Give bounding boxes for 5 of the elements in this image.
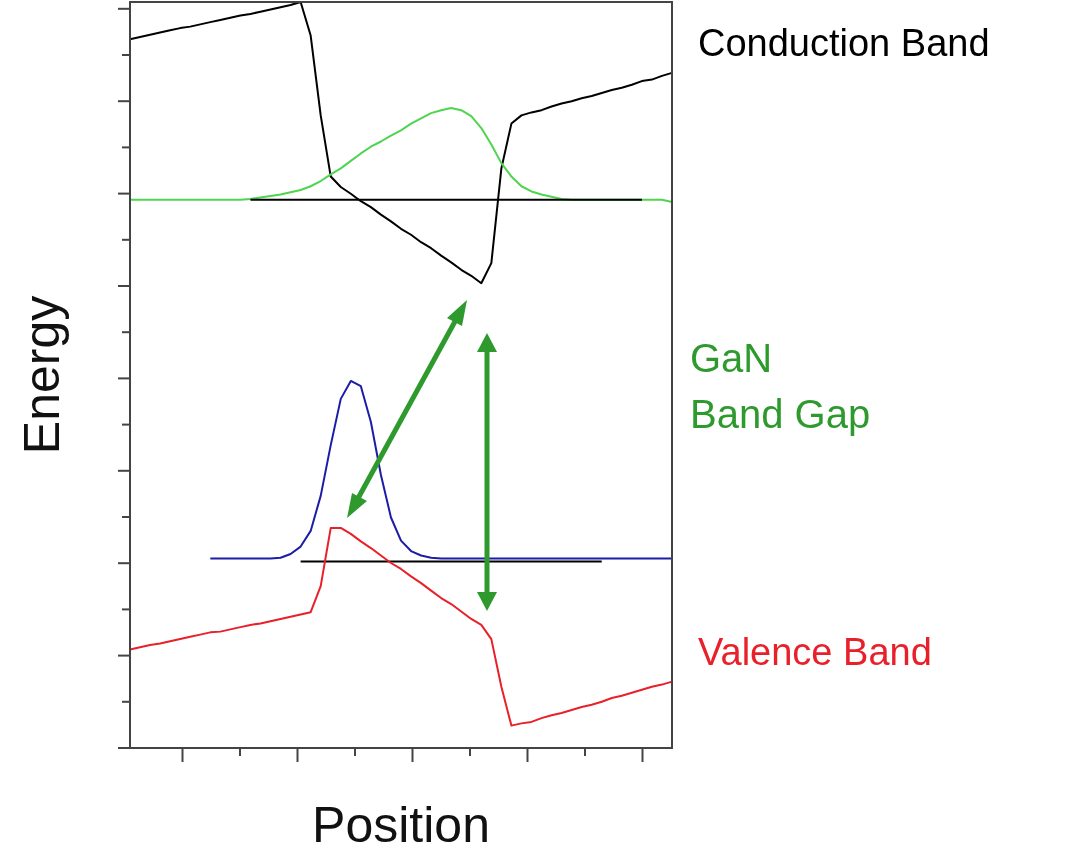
series-label: Valence Band [698, 631, 932, 674]
y-axis-title: Energy [13, 295, 70, 455]
series-label: Conduction Band [698, 22, 990, 65]
text: GaN Band Gap [690, 335, 872, 438]
x-axis-title: Position [312, 796, 490, 853]
